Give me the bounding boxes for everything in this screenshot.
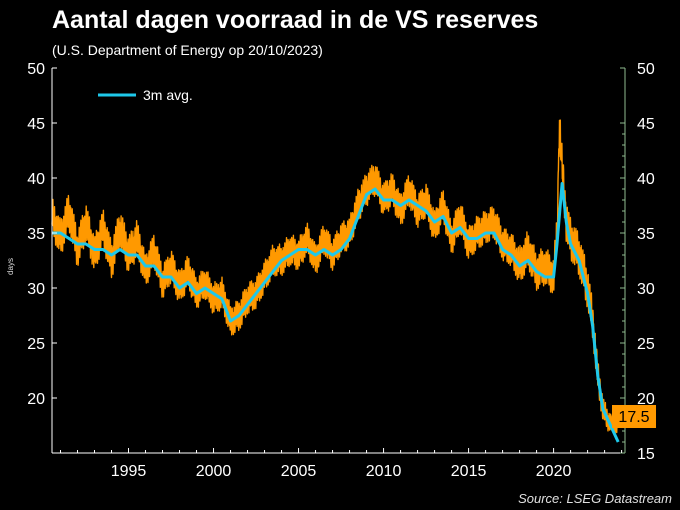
- x-tick-label: 2005: [281, 463, 317, 480]
- oil-days-series: [51, 119, 619, 435]
- avg-series: [52, 182, 620, 443]
- x-tick-label: 1995: [111, 463, 147, 480]
- x-tick-label: 2020: [536, 463, 572, 480]
- y-tick-label-right: 50: [637, 61, 655, 78]
- oil-days-line: [51, 119, 619, 435]
- y-tick-label-left: 30: [27, 281, 45, 298]
- legend-label: 3m avg.: [143, 87, 193, 103]
- y-tick-label-right: 35: [637, 226, 655, 243]
- last-value-box: [612, 405, 656, 428]
- y-tick-label-left: 35: [27, 226, 45, 243]
- y-tick-label-left: 45: [27, 116, 45, 133]
- legend: 3m avg.: [98, 87, 193, 103]
- x-tick-label: 2000: [196, 463, 232, 480]
- y-tick-label-left: 50: [27, 61, 45, 78]
- last-value-label: 17.5: [618, 409, 649, 426]
- y-tick-label-right: 45: [637, 116, 655, 133]
- last-value-marker: 17.5: [612, 405, 656, 428]
- avg-line: [52, 182, 620, 443]
- y-tick-label-right: 40: [637, 171, 655, 188]
- chart-subtitle: (U.S. Department of Energy op 20/10/2023…: [52, 42, 323, 58]
- y-tick-label-right: 25: [637, 336, 655, 353]
- x-tick-label: 2015: [451, 463, 487, 480]
- x-tick-label: 2010: [366, 463, 402, 480]
- y-tick-label-left: 40: [27, 171, 45, 188]
- y-tick-label-right: 15: [637, 446, 655, 463]
- y-tick-label-left: 25: [27, 336, 45, 353]
- source-note: Source: LSEG Datastream: [518, 491, 672, 506]
- y-tick-label-left: 20: [27, 391, 45, 408]
- chart-title: Aantal dagen voorraad in de VS reserves: [52, 6, 539, 34]
- y-tick-label-right: 30: [637, 281, 655, 298]
- y-tick-label-right: 20: [637, 391, 655, 408]
